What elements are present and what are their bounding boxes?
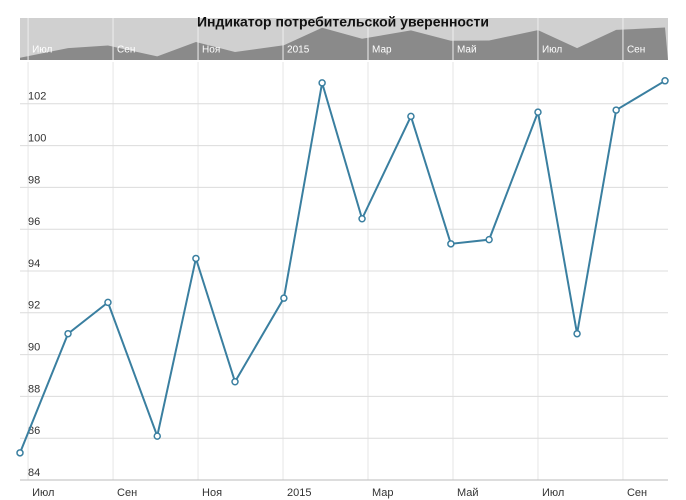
point bbox=[104, 298, 112, 307]
x-tick-label: Июл bbox=[32, 487, 54, 499]
point bbox=[485, 235, 493, 244]
navigator-label: 2015 bbox=[287, 45, 310, 56]
point bbox=[64, 329, 72, 338]
y-tick-label: 102 bbox=[28, 91, 46, 103]
x-tick-label: 2015 bbox=[287, 487, 311, 499]
point bbox=[192, 254, 200, 263]
point bbox=[534, 108, 542, 116]
navigator-label: Сен bbox=[627, 45, 645, 56]
navigator-label: Июл bbox=[542, 45, 562, 56]
line bbox=[19, 79, 666, 454]
y-tick-label: 92 bbox=[28, 300, 40, 312]
chart-title: Индикатор потребительской уверенности bbox=[197, 14, 489, 30]
point bbox=[280, 294, 288, 302]
navigator-label: Ноя bbox=[202, 45, 220, 56]
point bbox=[153, 432, 161, 440]
point bbox=[612, 106, 620, 114]
y-tick-label: 84 bbox=[28, 467, 40, 479]
navigator-label: Июл bbox=[32, 45, 52, 56]
navigator-area bbox=[20, 27, 668, 61]
navigator-label: Май bbox=[457, 45, 477, 56]
navigator-label: Мар bbox=[372, 45, 392, 56]
y-tick-label: 100 bbox=[28, 133, 46, 145]
y-tick-label: 96 bbox=[28, 216, 40, 228]
grid bbox=[20, 62, 668, 481]
y-tick-label: 88 bbox=[28, 383, 40, 395]
y-tick-label: 86 bbox=[28, 425, 40, 437]
y-tick-label: 90 bbox=[28, 342, 40, 354]
point bbox=[318, 79, 326, 87]
y-tick-label: 98 bbox=[28, 174, 40, 186]
point bbox=[661, 77, 669, 85]
x-tick-label: Сен bbox=[627, 487, 647, 499]
x-tick-label: Мар bbox=[372, 487, 394, 499]
x-tick-label: Июл bbox=[542, 487, 564, 499]
point bbox=[231, 378, 239, 386]
point bbox=[573, 329, 581, 338]
x-tick-label: Ноя bbox=[202, 487, 222, 499]
navigator-label: Сен bbox=[117, 45, 135, 56]
x-tick-label: Сен bbox=[117, 487, 137, 499]
point bbox=[358, 215, 366, 223]
point bbox=[407, 112, 415, 121]
y-tick-label: 94 bbox=[28, 258, 40, 270]
x-tick-label: Май bbox=[457, 487, 479, 499]
point bbox=[16, 449, 24, 457]
point bbox=[447, 240, 455, 248]
